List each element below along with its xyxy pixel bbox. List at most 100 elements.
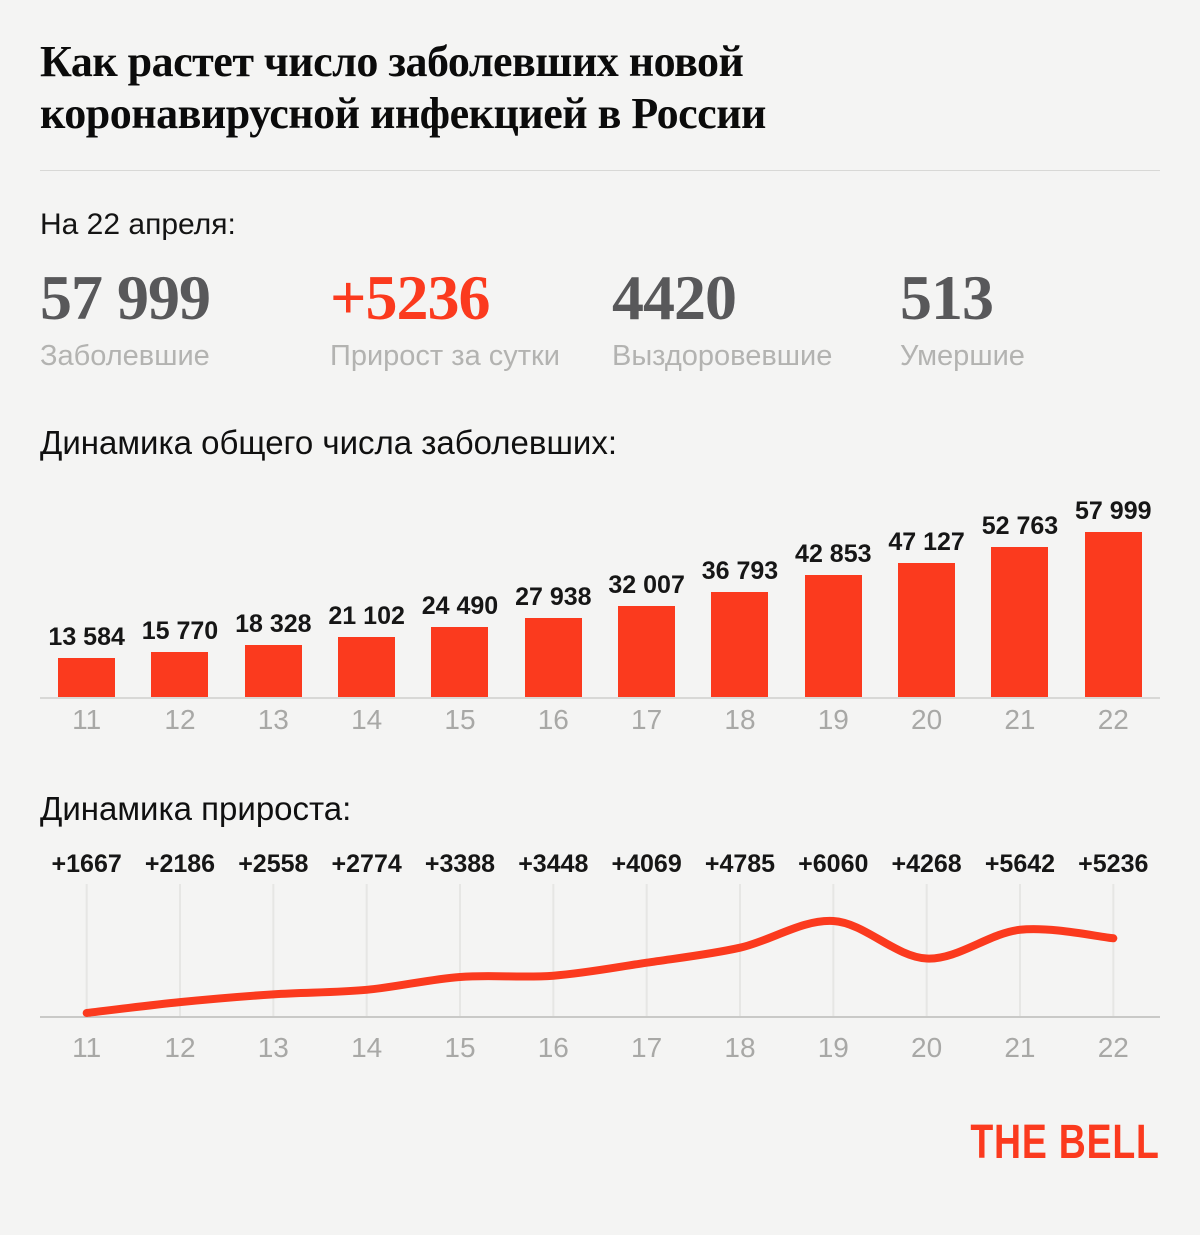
bar-column: 15 770	[133, 617, 226, 697]
line-x-label: 17	[631, 1032, 663, 1063]
stat-label: Прирост за сутки	[330, 340, 560, 372]
bar	[151, 652, 209, 697]
line-value-label: +2558	[238, 850, 309, 878]
bar-chart-title: Динамика общего числа заболевших:	[40, 424, 618, 461]
bar-value-label: 27 938	[515, 583, 592, 611]
line-x-label: 14	[351, 1032, 383, 1063]
bar	[524, 618, 582, 697]
line-value-label: +4268	[891, 850, 962, 878]
line-chart-plot	[40, 884, 1160, 1018]
bar-x-label: 19	[817, 704, 849, 735]
line-value-label: +4069	[611, 850, 682, 878]
bar-x-label: 22	[1097, 704, 1129, 735]
line-value-label: +2186	[144, 850, 216, 878]
line-chart-title: Динамика прироста:	[40, 790, 352, 827]
page-title-line1: Как растет число заболевших новой	[40, 37, 744, 86]
bar-value-label: 47 127	[888, 528, 965, 556]
footer: THE BELL	[40, 1119, 1160, 1167]
page-title-line2: коронавирусной инфекцией в России	[40, 89, 766, 138]
bar-x-label: 14	[351, 704, 383, 735]
bar-x-label: 20	[911, 704, 943, 735]
date-label: На 22 апреля:	[40, 208, 236, 241]
the-bell-logo: THE BELL	[970, 1116, 1160, 1169]
line-value-label: +5236	[1078, 850, 1149, 878]
bar	[431, 627, 489, 697]
bar-column: 52 763	[973, 512, 1066, 697]
bar-column: 42 853	[787, 540, 880, 697]
stat-block: 57 999 Заболевшие	[40, 263, 330, 373]
bar	[804, 575, 862, 697]
bar	[58, 658, 116, 697]
bar-chart-plot: 13 584 15 770 18 328 21 102 24 490 27 938 32 0…	[40, 487, 1160, 699]
bar-column: 24 490	[413, 592, 506, 697]
line-x-label: 13	[257, 1032, 289, 1063]
line-x-label: 15	[444, 1032, 476, 1063]
bar-value-label: 32 007	[608, 571, 685, 599]
bar-x-label: 15	[444, 704, 476, 735]
stat-label: Выздоровевшие	[612, 340, 833, 372]
bar	[338, 637, 396, 697]
bar-column: 13 584	[40, 623, 133, 697]
line-chart-value-labels: +1667 +2186 +2558 +2774 +3388 +3448 +4069 +4785…	[40, 849, 1160, 879]
infographic: Как растет число заболевших новой корона…	[0, 36, 1200, 1167]
bar-x-label: 21	[1004, 704, 1036, 735]
line-x-label: 16	[537, 1032, 569, 1063]
bar-value-label: 21 102	[328, 602, 405, 630]
bar-column: 21 102	[320, 602, 413, 697]
line-x-label: 18	[724, 1032, 756, 1063]
bar	[898, 563, 956, 697]
stat-value: +5236	[330, 262, 490, 333]
bar	[244, 645, 302, 697]
stat-value: 57 999	[40, 262, 211, 333]
stat-label: Заболевшие	[40, 340, 210, 372]
line-x-label: 11	[72, 1032, 102, 1063]
line-x-label: 12	[164, 1032, 196, 1063]
line-value-label: +6060	[798, 850, 869, 878]
line-value-label: +3448	[518, 850, 589, 878]
bar-x-label: 17	[631, 704, 663, 735]
line-chart-x-axis: 11 12 13 14 15 16 17 18 19 20 21 22	[40, 1031, 1160, 1065]
bar-column: 27 938	[507, 583, 600, 697]
bar-column: 47 127	[880, 528, 973, 697]
stat-block: +5236 Прирост за сутки	[330, 263, 612, 373]
line-value-label: +3388	[424, 850, 496, 878]
line-value-label: +1667	[51, 850, 122, 878]
bar-value-label: 42 853	[795, 540, 872, 568]
bar-column: 36 793	[693, 557, 786, 697]
page-title: Как растет число заболевших новой корона…	[40, 36, 1160, 140]
growth-line-path	[82, 916, 1118, 1017]
bar-x-label: 11	[72, 704, 102, 735]
growth-line-chart: +1667 +2186 +2558 +2774 +3388 +3448 +4069 +4785…	[40, 849, 1160, 1065]
bar-value-label: 57 999	[1075, 497, 1152, 525]
stat-label: Умершие	[900, 340, 1025, 372]
bar-value-label: 36 793	[701, 557, 779, 585]
line-x-label: 21	[1004, 1032, 1036, 1063]
bar	[711, 592, 769, 697]
line-value-label: +4785	[704, 850, 776, 878]
summary-stats: 57 999 Заболевшие +5236 Прирост за сутки 442…	[40, 263, 1160, 373]
stat-value: 513	[900, 262, 994, 333]
bar-value-label: 18 328	[235, 610, 312, 638]
bar-x-label: 16	[537, 704, 569, 735]
stat-block: 4420 Выздоровевшие	[612, 263, 900, 373]
bar	[1084, 532, 1142, 697]
line-x-label: 19	[817, 1032, 849, 1063]
bar-x-label: 18	[724, 704, 756, 735]
bar-chart-x-axis: 11 12 13 14 15 16 17 18 19 20 21 22	[40, 703, 1160, 737]
line-value-label: +2774	[331, 850, 402, 878]
line-x-label: 20	[911, 1032, 943, 1063]
bar-column: 57 999	[1067, 497, 1160, 697]
stat-value: 4420	[612, 262, 737, 333]
bar-column: 18 328	[227, 610, 320, 697]
bar-column: 32 007	[600, 571, 693, 697]
bar	[991, 547, 1049, 697]
bar-value-label: 15 770	[141, 617, 219, 645]
bar-value-label: 52 763	[981, 512, 1059, 540]
bar	[618, 606, 676, 697]
stat-block: 513 Умершие	[900, 263, 1160, 373]
line-x-label: 22	[1097, 1032, 1129, 1063]
bar-chart: 13 584 15 770 18 328 21 102 24 490 27 938 32 0…	[40, 487, 1160, 737]
bar-value-label: 24 490	[421, 592, 499, 620]
line-value-label: +5642	[984, 850, 1056, 878]
bar-x-label: 13	[257, 704, 289, 735]
